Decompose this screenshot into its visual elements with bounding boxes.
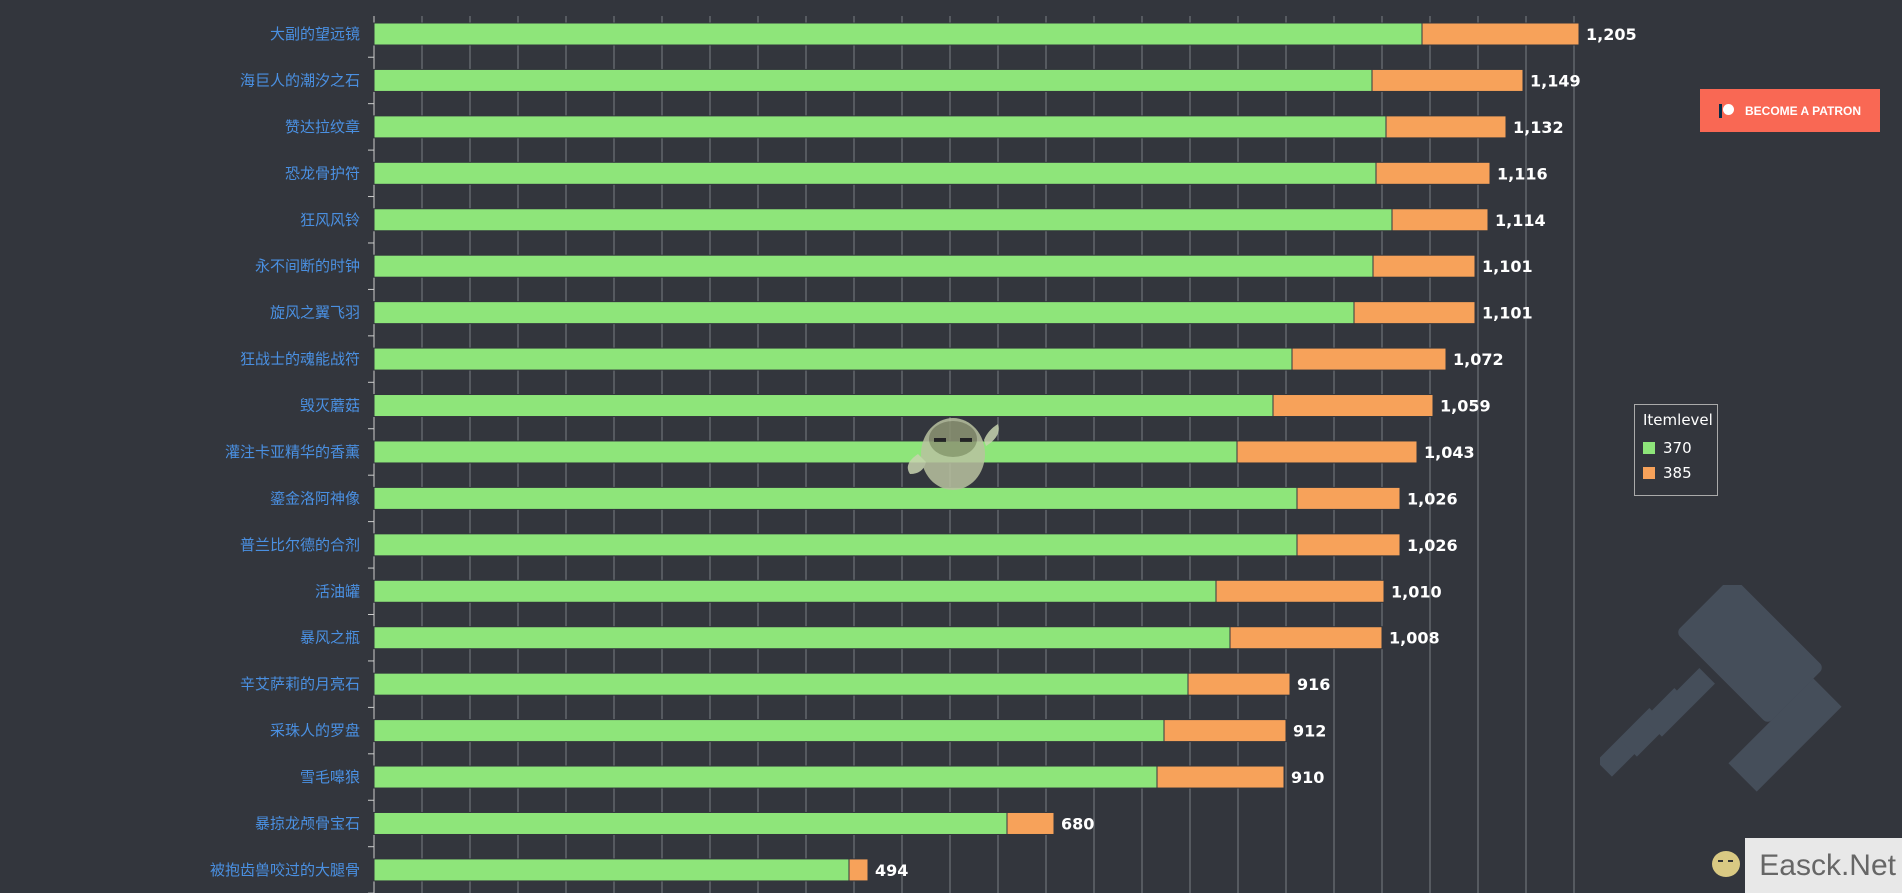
bar-385-13[interactable]: [1229, 626, 1383, 650]
category-label: 雪毛嗥狼: [300, 768, 360, 786]
total-value-label: 1,059: [1440, 397, 1491, 416]
bar-series: [373, 22, 1580, 882]
bar-385-15[interactable]: [1163, 719, 1287, 743]
category-label: 海巨人的潮汐之石: [240, 71, 360, 89]
total-value-label: 1,101: [1482, 304, 1533, 323]
bar-370-16[interactable]: [373, 765, 1158, 789]
bar-385-11[interactable]: [1296, 533, 1401, 557]
legend-swatch-370: [1643, 441, 1655, 454]
value-labels: 1,205 1,149 1,132 1,116 1,114 1,101 1,101 1,072…: [875, 25, 1637, 880]
bar-370-3[interactable]: [373, 161, 1377, 185]
mascot-watermark-icon: [907, 418, 999, 490]
total-value-label: 494: [875, 861, 908, 880]
total-value-label: 1,101: [1482, 257, 1533, 276]
category-label: 永不间断的时钟: [255, 257, 360, 275]
category-label: 大副的望远镜: [270, 25, 360, 43]
total-value-label: 1,114: [1495, 211, 1546, 230]
bar-385-9[interactable]: [1236, 440, 1418, 464]
category-label: 毁灭蘑菇: [300, 397, 360, 415]
bar-385-14[interactable]: [1187, 672, 1291, 696]
bar-370-11[interactable]: [373, 533, 1298, 557]
bar-370-14[interactable]: [373, 672, 1189, 696]
total-value-label: 1,072: [1453, 350, 1504, 369]
category-label: 暴风之瓶: [300, 629, 360, 647]
bar-385-18[interactable]: [848, 858, 869, 882]
bar-370-15[interactable]: [373, 719, 1165, 743]
mascot-small-icon: [1712, 851, 1740, 877]
bar-370-18[interactable]: [373, 858, 850, 882]
category-label: 活油罐: [315, 582, 360, 600]
patron-button-label: BECOME A PATRON: [1745, 103, 1861, 118]
site-watermark: Easck.Net: [1745, 838, 1902, 893]
bar-385-5[interactable]: [1372, 254, 1476, 278]
category-labels: 大副的望远镜海巨人的潮汐之石赞达拉纹章恐龙骨护符狂风风铃永不间断的时钟旋风之翼飞…: [210, 25, 360, 879]
become-a-patron-button[interactable]: BECOME A PATRON: [1700, 89, 1880, 132]
bar-385-0[interactable]: [1421, 22, 1580, 46]
legend-swatch-385: [1643, 466, 1655, 479]
category-label: 鎏金洛阿神像: [270, 489, 360, 507]
total-value-label: 910: [1291, 768, 1324, 787]
patreon-icon: [1719, 103, 1735, 118]
bar-385-3[interactable]: [1375, 161, 1491, 185]
watermark-text: Easck.Net: [1759, 848, 1896, 882]
bar-370-6[interactable]: [373, 301, 1355, 325]
category-label: 灌注卡亚精华的香薰: [225, 443, 360, 461]
legend-item-385[interactable]: 385: [1643, 460, 1709, 485]
bar-385-6[interactable]: [1353, 301, 1476, 325]
chart-legend: Itemlevel 370 385: [1634, 404, 1718, 496]
total-value-label: 1,149: [1530, 71, 1581, 90]
bar-385-4[interactable]: [1391, 208, 1489, 232]
bar-370-7[interactable]: [373, 347, 1293, 371]
hammer-logo-icon: [1600, 585, 1842, 792]
total-value-label: 1,043: [1424, 443, 1475, 462]
bar-385-17[interactable]: [1006, 811, 1055, 835]
legend-label-385: 385: [1663, 463, 1692, 482]
bar-370-17[interactable]: [373, 811, 1008, 835]
category-label: 恐龙骨护符: [285, 164, 360, 182]
total-value-label: 916: [1297, 675, 1330, 694]
bar-385-8[interactable]: [1272, 394, 1434, 418]
total-value-label: 1,026: [1407, 489, 1458, 508]
bar-385-16[interactable]: [1156, 765, 1285, 789]
total-value-label: 1,132: [1513, 118, 1564, 137]
total-value-label: 1,116: [1497, 164, 1548, 183]
category-label: 暴掠龙颅骨宝石: [255, 814, 360, 832]
category-label: 旋风之翼飞羽: [270, 304, 360, 322]
category-label: 辛艾萨莉的月亮石: [240, 675, 360, 693]
legend-title: Itemlevel: [1643, 411, 1713, 429]
bar-385-7[interactable]: [1291, 347, 1447, 371]
category-label: 狂战士的魂能战符: [240, 350, 360, 368]
legend-label-370: 370: [1663, 438, 1692, 457]
legend-item-370[interactable]: 370: [1643, 435, 1709, 460]
total-value-label: 680: [1061, 814, 1094, 833]
bar-370-2[interactable]: [373, 115, 1387, 139]
bar-370-1[interactable]: [373, 68, 1373, 92]
total-value-label: 1,205: [1586, 25, 1637, 44]
category-label: 狂风风铃: [300, 211, 360, 229]
bar-370-9[interactable]: [373, 440, 1238, 464]
bar-385-1[interactable]: [1371, 68, 1524, 92]
category-label: 采珠人的罗盘: [270, 722, 360, 740]
total-value-label: 1,008: [1389, 629, 1440, 648]
bar-370-13[interactable]: [373, 626, 1231, 650]
bar-385-2[interactable]: [1385, 115, 1507, 139]
bar-370-8[interactable]: [373, 394, 1274, 418]
bar-370-0[interactable]: [373, 22, 1423, 46]
total-value-label: 912: [1293, 722, 1326, 741]
category-label: 普兰比尔德的合剂: [240, 536, 360, 554]
bar-370-10[interactable]: [373, 486, 1298, 510]
bar-370-12[interactable]: [373, 579, 1217, 603]
bar-370-4[interactable]: [373, 208, 1393, 232]
category-label: 被抱齿兽咬过的大腿骨: [210, 861, 360, 879]
bar-370-5[interactable]: [373, 254, 1374, 278]
category-label: 赞达拉纹章: [285, 118, 360, 136]
bar-385-10[interactable]: [1296, 486, 1401, 510]
bar-385-12[interactable]: [1215, 579, 1385, 603]
total-value-label: 1,026: [1407, 536, 1458, 555]
total-value-label: 1,010: [1391, 582, 1442, 601]
